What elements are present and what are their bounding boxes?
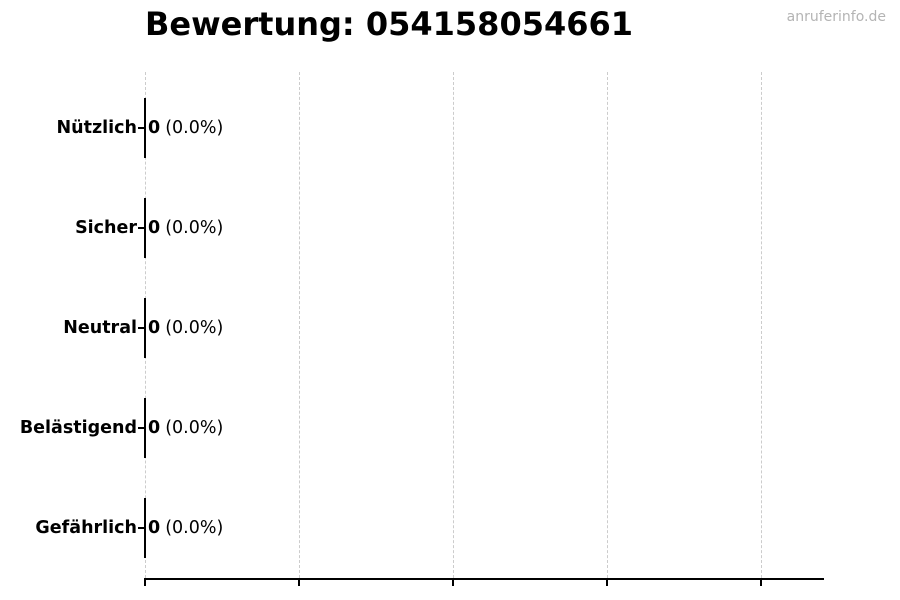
gridline	[299, 72, 301, 578]
y-tick	[138, 526, 145, 529]
value-label: 0 (0.0%)	[148, 418, 223, 438]
category-label: Nützlich	[56, 117, 138, 138]
value-percent: (0.0%)	[165, 417, 224, 438]
gridline	[761, 72, 763, 578]
x-axis-line	[144, 578, 824, 580]
x-tick	[760, 580, 763, 586]
value-label: 0 (0.0%)	[148, 318, 223, 338]
chart-title: Bewertung: 054158054661	[145, 5, 634, 43]
bar	[144, 397, 146, 458]
value-label: 0 (0.0%)	[148, 118, 223, 138]
x-tick	[606, 580, 609, 586]
value-percent: (0.0%)	[165, 217, 224, 238]
x-tick	[452, 580, 455, 586]
y-tick	[138, 426, 145, 429]
category-label: Sicher	[75, 217, 137, 238]
value-percent: (0.0%)	[165, 117, 224, 138]
y-tick	[138, 326, 145, 329]
bar	[144, 97, 146, 158]
value-number: 0	[148, 217, 161, 238]
value-percent: (0.0%)	[165, 517, 224, 538]
category-label: Neutral	[63, 317, 137, 338]
watermark: anruferinfo.de	[786, 9, 886, 25]
y-tick	[138, 226, 145, 229]
value-percent: (0.0%)	[165, 317, 224, 338]
value-number: 0	[148, 117, 161, 138]
value-label: 0 (0.0%)	[148, 218, 223, 238]
category-label: Belästigend	[19, 417, 137, 438]
x-tick	[144, 580, 146, 586]
gridline	[453, 72, 455, 578]
bar	[144, 297, 146, 358]
value-number: 0	[148, 317, 161, 338]
bar	[144, 197, 146, 258]
value-number: 0	[148, 417, 161, 438]
plot-area	[144, 72, 824, 586]
gridline	[607, 72, 609, 578]
bar	[144, 497, 146, 558]
x-tick	[298, 580, 301, 586]
value-number: 0	[148, 517, 161, 538]
category-label: Gefährlich	[35, 517, 137, 538]
value-label: 0 (0.0%)	[148, 518, 223, 538]
y-tick	[138, 126, 145, 129]
